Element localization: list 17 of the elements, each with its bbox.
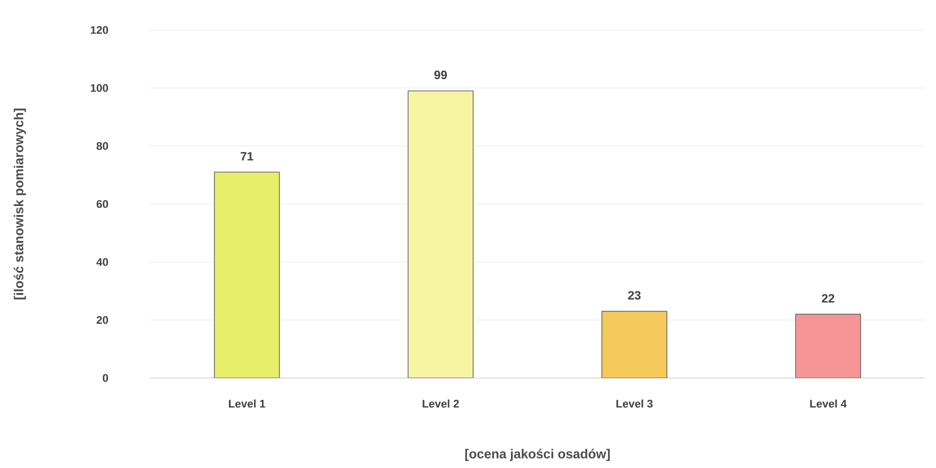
- y-tick-label: 60: [96, 200, 108, 208]
- x-axis-title: [ocena jakości osadów]: [465, 448, 610, 462]
- data-label: 99: [434, 70, 447, 80]
- data-label: 22: [822, 294, 834, 302]
- x-tick-label: Level 3: [616, 400, 653, 408]
- x-tick-label: Level 2: [422, 400, 459, 408]
- y-axis-title: [ilość stanowisk pomiarowych]: [14, 108, 26, 300]
- x-tick-label: Level 4: [810, 400, 847, 408]
- x-tick-label: Level 1: [228, 400, 266, 408]
- y-tick-label: 20: [96, 316, 108, 324]
- y-tick-label: 40: [96, 258, 108, 266]
- y-tick-label: 80: [96, 142, 108, 150]
- y-tick-label: 0: [102, 374, 108, 382]
- data-label: 23: [628, 291, 641, 300]
- y-tick-label: 100: [90, 84, 108, 92]
- data-label: 71: [240, 152, 254, 160]
- y-tick-label: 120: [90, 26, 108, 34]
